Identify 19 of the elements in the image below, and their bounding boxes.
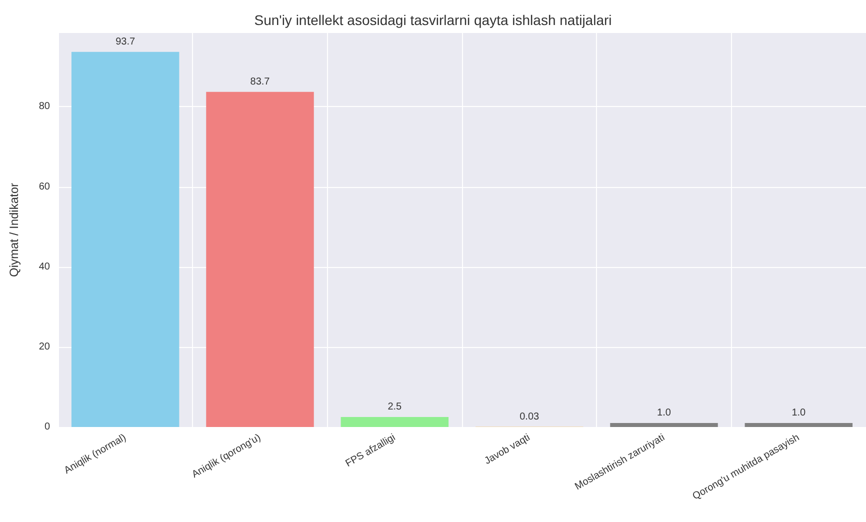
data-label: 0.03 bbox=[520, 411, 540, 422]
y-tick-label: 40 bbox=[38, 261, 50, 272]
bar bbox=[610, 422, 718, 427]
y-axis-title: Qiymat / Indikator bbox=[7, 182, 21, 278]
data-label: 1.0 bbox=[657, 407, 672, 418]
bar bbox=[340, 416, 449, 427]
data-label: 93.7 bbox=[116, 36, 136, 48]
y-tick-label: 20 bbox=[38, 341, 50, 352]
y-tick-label: 80 bbox=[38, 101, 50, 112]
x-tick-label: Javob vaqti bbox=[482, 432, 532, 468]
y-tick-label: 60 bbox=[38, 181, 50, 192]
chart-title: Sun'iy intellekt asosidagi tasvirlarni qayta ishlash natijalari bbox=[254, 12, 612, 28]
bar bbox=[206, 92, 314, 427]
data-label: 83.7 bbox=[250, 76, 270, 88]
data-label: 2.5 bbox=[388, 401, 402, 412]
bar bbox=[744, 422, 853, 427]
data-label: 1.0 bbox=[792, 407, 806, 418]
y-tick-label: 0 bbox=[44, 422, 50, 432]
bar bbox=[71, 52, 180, 427]
